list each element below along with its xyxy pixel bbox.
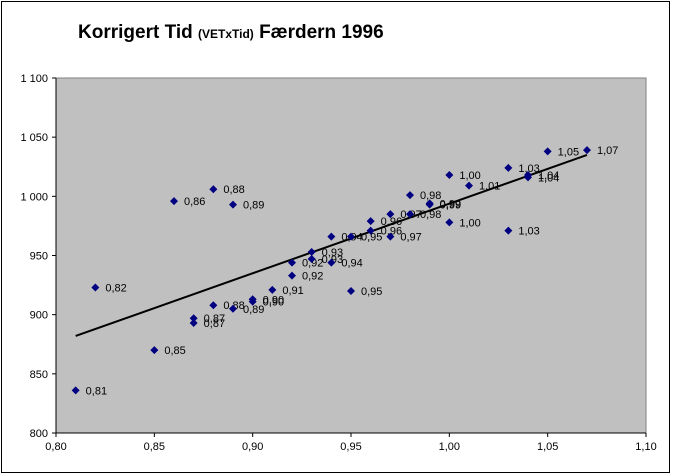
data-label: 0,86 <box>184 196 205 208</box>
data-point <box>583 146 591 155</box>
data-point <box>189 318 198 327</box>
data-point <box>307 247 316 256</box>
data-label: 0,87 <box>204 318 225 330</box>
title-main: Korrigert Tid <box>78 22 193 43</box>
data-point <box>229 200 237 209</box>
y-tick-label: 850 <box>30 369 48 381</box>
x-tick-label: 0,80 <box>45 441 66 453</box>
y-tick-label: 1 050 <box>20 132 48 144</box>
title-suffix: Færdern 1996 <box>259 22 384 43</box>
x-tick-label: 0,85 <box>144 441 165 453</box>
y-tick-label: 800 <box>30 428 48 440</box>
data-point <box>386 210 395 219</box>
data-point <box>524 173 532 182</box>
data-point <box>504 163 513 172</box>
data-point <box>91 283 100 292</box>
data-point <box>229 304 237 313</box>
data-label: 0,95 <box>361 232 382 244</box>
data-label: 1,01 <box>479 181 500 193</box>
data-point <box>406 210 414 219</box>
data-label: 0,99 <box>440 200 461 212</box>
data-point <box>307 255 316 264</box>
data-label: 0,92 <box>302 258 323 270</box>
data-label: 0,96 <box>381 216 402 228</box>
data-point <box>366 226 375 235</box>
data-label: 0,98 <box>420 209 441 221</box>
data-label: 0,95 <box>361 286 382 298</box>
data-point <box>347 232 355 241</box>
data-point <box>406 191 414 200</box>
trendline <box>75 153 588 337</box>
data-label: 1,07 <box>597 145 618 157</box>
data-label: 1,04 <box>538 170 559 182</box>
data-label: 0,90 <box>263 297 284 309</box>
data-label: 1,03 <box>518 226 539 238</box>
data-point <box>209 185 218 194</box>
data-point <box>543 147 552 156</box>
data-label: 0,85 <box>164 345 185 357</box>
data-point <box>150 346 159 355</box>
data-label: 0,94 <box>341 258 362 270</box>
y-tick-label: 1 100 <box>20 73 48 85</box>
data-label: 1,03 <box>518 163 539 175</box>
data-label: 0,88 <box>223 184 244 196</box>
chart-title: Korrigert Tid (VETxTid) Færdern 1996 <box>78 22 384 44</box>
data-label: 1,00 <box>459 217 480 229</box>
data-label: 0,89 <box>243 200 264 212</box>
data-label: 0,92 <box>302 271 323 283</box>
data-label: 0,96 <box>381 226 402 238</box>
data-point <box>465 181 473 190</box>
data-point <box>327 232 336 241</box>
data-label: 0,98 <box>420 190 441 202</box>
data-label: 0,91 <box>282 285 303 297</box>
data-label: 0,97 <box>400 232 421 244</box>
x-tick-label: 1,00 <box>439 441 460 453</box>
y-tick-label: 900 <box>30 310 48 322</box>
data-label: 0,82 <box>105 282 126 294</box>
data-point <box>445 171 454 180</box>
data-point <box>170 197 178 206</box>
data-point <box>347 287 355 295</box>
data-label: 1,00 <box>459 170 480 182</box>
plot-area <box>55 77 647 434</box>
data-point <box>504 226 513 235</box>
x-tick-label: 0,95 <box>340 441 361 453</box>
data-point <box>189 314 198 323</box>
x-tick-label: 0,90 <box>242 441 263 453</box>
data-point <box>71 386 80 395</box>
data-point <box>327 258 336 267</box>
data-label: 0,81 <box>86 385 107 397</box>
data-label: 0,90 <box>263 294 284 306</box>
data-point <box>366 217 375 226</box>
data-point <box>445 218 454 227</box>
data-point <box>209 301 218 310</box>
title-paren: (VETxTid) <box>198 27 254 41</box>
x-tick-label: 1,10 <box>635 441 656 453</box>
data-point <box>386 232 395 241</box>
data-point <box>288 271 296 280</box>
y-tick-label: 950 <box>30 251 48 263</box>
data-label: 1,05 <box>558 146 579 158</box>
data-point <box>268 285 277 294</box>
data-label: 0,93 <box>322 247 343 259</box>
data-label: 0,87 <box>204 313 225 325</box>
data-point <box>248 297 257 306</box>
data-point <box>288 258 296 267</box>
data-point <box>425 200 434 209</box>
y-tick-label: 1 000 <box>20 191 48 203</box>
data-label: 0,99 <box>440 198 461 210</box>
x-tick-label: 1,05 <box>537 441 558 453</box>
data-label: 0,89 <box>243 304 264 316</box>
data-label: 1,04 <box>538 172 559 184</box>
